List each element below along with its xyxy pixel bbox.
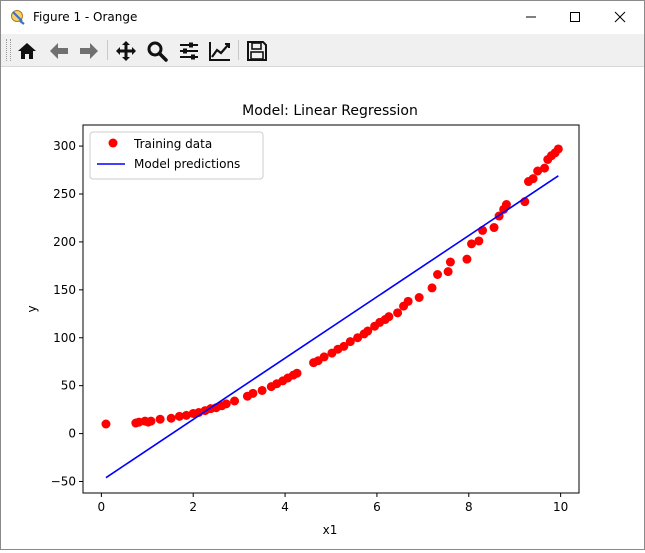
toolbar-grip[interactable] <box>6 39 11 61</box>
y-axis-label: y <box>25 305 39 312</box>
pan-icon <box>116 41 136 61</box>
training-data-point <box>462 254 472 264</box>
y-tick-label: 150 <box>53 283 76 297</box>
forward-arrow-icon <box>80 43 98 59</box>
training-data-point <box>292 368 302 378</box>
training-data-point <box>181 410 191 420</box>
close-icon <box>614 11 626 23</box>
training-data-point <box>230 396 240 406</box>
forward-button[interactable] <box>76 38 102 64</box>
training-data-point <box>384 312 394 322</box>
x-tick-label: 4 <box>281 500 289 514</box>
model-predictions-line <box>105 175 559 479</box>
title-bar[interactable]: Figure 1 - Orange <box>1 1 644 33</box>
training-data-point <box>339 341 349 351</box>
training-data-point <box>174 411 184 421</box>
y-tick-label: −50 <box>51 475 76 489</box>
legend-marker-training-data <box>108 138 118 148</box>
home-icon <box>18 43 36 59</box>
subplots-button[interactable] <box>176 38 202 64</box>
legend: Training data Model predictions <box>89 131 264 180</box>
minimize-button[interactable] <box>508 1 554 33</box>
training-data-point <box>467 239 477 249</box>
training-data-point <box>533 166 543 176</box>
training-data-point <box>221 399 231 409</box>
y-tick-label: 100 <box>53 331 76 345</box>
training-data-point <box>528 174 538 184</box>
x-tick-label: 0 <box>98 500 106 514</box>
legend-frame <box>89 131 264 180</box>
back-arrow-icon <box>50 43 68 59</box>
y-tick-label: 300 <box>53 139 76 153</box>
training-data-point <box>101 419 111 429</box>
window-title: Figure 1 - Orange <box>33 10 138 24</box>
figure-canvas[interactable]: Model: Linear Regression 0 2 4 6 8 10 −50 0 50 10… <box>1 67 644 549</box>
chart-title: Model: Linear Regression <box>242 103 418 119</box>
training-data-point <box>248 388 258 398</box>
maximize-button[interactable] <box>552 1 598 33</box>
y-tick-label: 200 <box>53 235 76 249</box>
app-logo-icon <box>11 10 25 25</box>
back-button[interactable] <box>46 38 72 64</box>
chart: Model: Linear Regression 0 2 4 6 8 10 −50 0 50 10… <box>25 103 580 537</box>
zoom-button[interactable] <box>144 38 170 64</box>
navigation-toolbar <box>1 34 644 67</box>
x-tick-label: 2 <box>189 500 197 514</box>
toolbar-separator <box>107 40 108 60</box>
x-tick-label: 6 <box>373 500 381 514</box>
y-tick-label: 250 <box>53 187 76 201</box>
close-button[interactable] <box>597 1 643 33</box>
minimize-icon <box>526 16 536 18</box>
training-data-point <box>427 283 437 293</box>
training-data-point <box>540 163 550 173</box>
legend-label-training-data: Training data <box>133 137 212 151</box>
x-tick-label: 8 <box>465 500 473 514</box>
toolbar-separator <box>238 40 239 60</box>
training-data-point <box>393 308 403 318</box>
edit-axis-button[interactable] <box>207 38 233 64</box>
training-data-point <box>433 270 443 279</box>
training-data-point <box>155 414 165 424</box>
training-data-point <box>345 337 355 347</box>
x-tick-label: 10 <box>553 500 568 514</box>
training-data-point <box>489 223 499 233</box>
edit-axis-icon <box>209 42 230 61</box>
y-tick-label: 50 <box>61 379 76 393</box>
training-data-point <box>553 144 563 154</box>
training-data-point <box>501 200 511 210</box>
training-data-point <box>166 413 176 423</box>
zoom-icon <box>147 41 168 62</box>
training-data-point <box>146 416 156 426</box>
legend-label-model-predictions: Model predictions <box>134 157 240 171</box>
training-data-point <box>319 352 329 362</box>
axes-frame <box>82 124 580 494</box>
pan-button[interactable] <box>113 38 139 64</box>
subplots-config-icon <box>180 42 198 60</box>
maximize-icon <box>570 12 580 22</box>
training-data-point <box>363 326 373 336</box>
home-button[interactable] <box>14 38 40 64</box>
y-tick-label: 0 <box>68 427 76 441</box>
training-data-point <box>474 236 484 246</box>
x-axis-label: x1 <box>323 523 338 537</box>
save-button[interactable] <box>244 38 270 64</box>
training-data-point <box>414 293 424 302</box>
training-data-point <box>403 296 413 306</box>
save-icon <box>247 41 267 61</box>
training-data-point <box>443 267 453 277</box>
training-data-point <box>257 385 267 395</box>
training-data-point <box>445 257 455 267</box>
